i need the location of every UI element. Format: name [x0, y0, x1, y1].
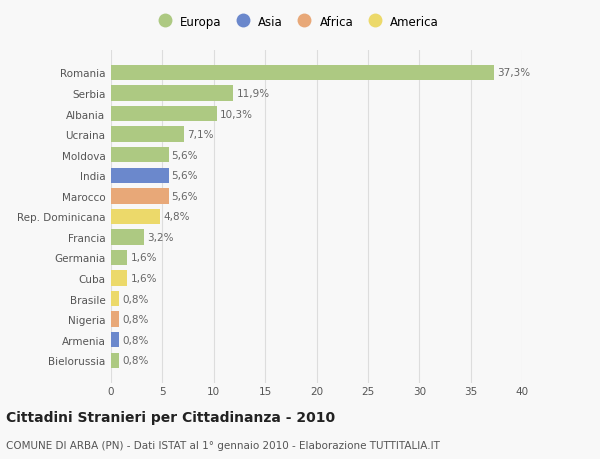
Bar — [111, 148, 169, 163]
Text: 7,1%: 7,1% — [187, 130, 214, 140]
Bar — [111, 127, 184, 143]
Text: 0,8%: 0,8% — [122, 294, 149, 304]
Bar — [111, 250, 127, 266]
Bar — [111, 332, 119, 347]
Text: 1,6%: 1,6% — [131, 274, 157, 283]
Bar — [111, 209, 160, 224]
Text: 0,8%: 0,8% — [122, 335, 149, 345]
Bar — [111, 230, 144, 245]
Text: 5,6%: 5,6% — [172, 151, 198, 160]
Text: 5,6%: 5,6% — [172, 171, 198, 181]
Text: 1,6%: 1,6% — [131, 253, 157, 263]
Text: 37,3%: 37,3% — [497, 68, 530, 78]
Text: COMUNE DI ARBA (PN) - Dati ISTAT al 1° gennaio 2010 - Elaborazione TUTTITALIA.IT: COMUNE DI ARBA (PN) - Dati ISTAT al 1° g… — [6, 440, 440, 450]
Bar — [111, 66, 494, 81]
Bar — [111, 353, 119, 368]
Text: 5,6%: 5,6% — [172, 191, 198, 202]
Text: 0,8%: 0,8% — [122, 314, 149, 325]
Bar — [111, 291, 119, 307]
Text: 4,8%: 4,8% — [163, 212, 190, 222]
Bar — [111, 189, 169, 204]
Bar — [111, 312, 119, 327]
Bar — [111, 271, 127, 286]
Bar — [111, 106, 217, 122]
Text: 3,2%: 3,2% — [147, 232, 173, 242]
Bar — [111, 168, 169, 184]
Text: 11,9%: 11,9% — [236, 89, 269, 99]
Text: Cittadini Stranieri per Cittadinanza - 2010: Cittadini Stranieri per Cittadinanza - 2… — [6, 411, 335, 425]
Text: 0,8%: 0,8% — [122, 355, 149, 365]
Text: 10,3%: 10,3% — [220, 109, 253, 119]
Legend: Europa, Asia, Africa, America: Europa, Asia, Africa, America — [151, 13, 441, 31]
Bar — [111, 86, 233, 101]
